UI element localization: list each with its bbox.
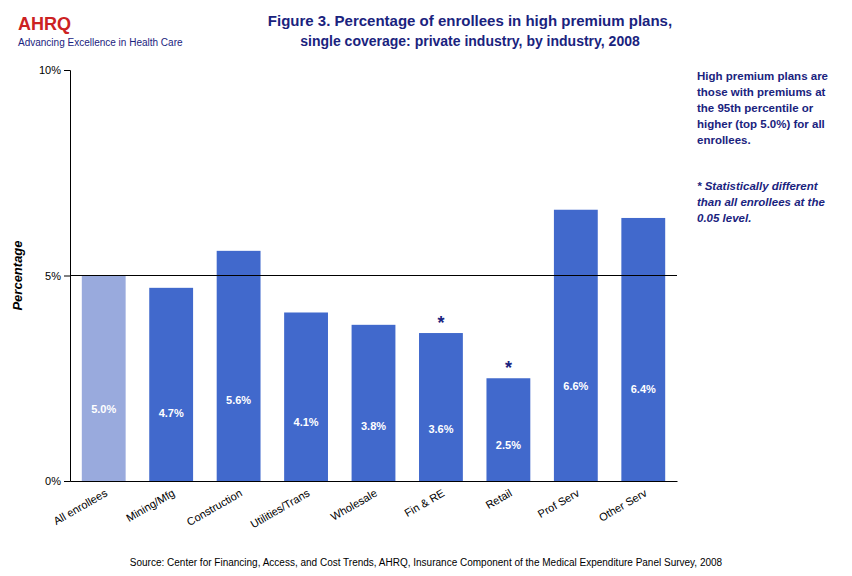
logo-subtext: Advancing Excellence in Health Care xyxy=(18,37,183,48)
logo-text: AHRQ xyxy=(18,14,71,34)
x-tick: All enrollees xyxy=(51,486,109,527)
x-tick: Fin & RE xyxy=(402,487,446,519)
bar xyxy=(217,251,261,481)
tick-label: 5% xyxy=(45,270,61,282)
tick-mark xyxy=(64,70,70,71)
x-tick: Prof Serv xyxy=(536,486,582,520)
tick-label: Fin & RE xyxy=(402,487,446,519)
tick-label: Wholesale xyxy=(328,487,378,523)
tick-label: 0% xyxy=(45,475,61,487)
y-tick: 5% xyxy=(45,270,70,282)
tick-label: Retail xyxy=(483,487,513,511)
axis-line xyxy=(64,71,71,482)
significance-mark: * xyxy=(505,358,512,378)
y-tick: 0% xyxy=(45,475,70,487)
x-tick: Mining/Mfg xyxy=(124,487,177,524)
y-tick: 10% xyxy=(39,64,70,76)
text-line: the 95th percentile or xyxy=(697,102,817,114)
text-line: * Statistically different xyxy=(697,180,821,192)
annotation: High premium plans are those with premiu… xyxy=(697,70,831,146)
text-line: than all enrollees at the xyxy=(697,196,828,208)
reference-line xyxy=(70,275,677,276)
bar xyxy=(352,325,396,481)
bar xyxy=(486,378,530,481)
bar xyxy=(82,276,126,482)
data-labels: 5.0% 4.7% 5.6% 4.1% 3.8% 3.6% 2.5% 6.6% 6.4% xyxy=(91,380,656,451)
x-tick: Retail xyxy=(483,487,513,511)
marks xyxy=(70,210,677,481)
x-axis: All enrollees Mining/MfgConstructionUtili… xyxy=(51,482,677,531)
source: Source: Center for Financing, Access, an… xyxy=(130,557,723,568)
tick-label: Mining/Mfg xyxy=(124,487,177,524)
bar xyxy=(621,218,665,481)
text-line: High premium plans are xyxy=(697,70,831,82)
plot: 0% 5% 10% All enrollees Mining/MfgConstructi… xyxy=(39,64,678,530)
text-line: those with premiums at xyxy=(697,86,829,98)
axis-line xyxy=(71,481,678,482)
y-axis: 0% 5% 10% xyxy=(39,64,71,487)
data-label: 5.6% xyxy=(226,394,251,406)
y-axis-label: Percentage xyxy=(10,240,25,310)
significance-mark: * xyxy=(437,313,444,333)
x-tick: Other Serv xyxy=(597,486,649,523)
text-line: enrollees. xyxy=(697,134,751,146)
data-label: 6.6% xyxy=(563,380,588,392)
x-tick: Utilities/Trans xyxy=(248,486,312,530)
tick-label: All enrollees xyxy=(51,486,109,527)
x-tick: Wholesale xyxy=(328,487,378,523)
tick-label: Construction xyxy=(185,487,244,528)
tick-label: Prof Serv xyxy=(536,486,582,520)
data-label: 3.6% xyxy=(428,423,453,435)
data-label: 6.4% xyxy=(631,383,656,395)
annotation: * Statistically different than all enrol… xyxy=(697,180,828,224)
bar xyxy=(419,333,463,481)
data-label: 2.5% xyxy=(496,439,521,451)
tick-mark xyxy=(64,481,70,482)
bar xyxy=(284,312,328,481)
tick-label: Utilities/Trans xyxy=(248,486,312,530)
significance-marks: ** xyxy=(437,313,511,378)
subtitle: single coverage: private industry, by in… xyxy=(300,33,640,49)
tick-mark xyxy=(64,276,70,277)
data-label: 3.8% xyxy=(361,420,386,432)
bar xyxy=(554,210,598,481)
title: Figure 3. Percentage of enrollees in hig… xyxy=(268,12,672,29)
x-tick: Construction xyxy=(185,487,244,528)
text-line: higher (top 5.0%) for all xyxy=(697,118,828,130)
tick-label: Other Serv xyxy=(597,486,649,523)
tick-label: 10% xyxy=(39,64,61,76)
data-label: 4.7% xyxy=(159,407,184,419)
chart: AHRQ Advancing Excellence in Health Care F… xyxy=(0,0,852,576)
text-line: 0.05 level. xyxy=(697,212,751,224)
data-label: 5.0% xyxy=(91,403,116,415)
bar xyxy=(149,288,193,481)
data-label: 4.1% xyxy=(294,416,319,428)
